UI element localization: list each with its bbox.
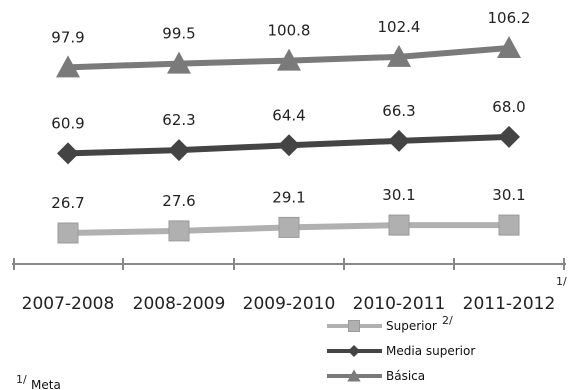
- data-point-superior: [278, 216, 300, 238]
- data-point-b-sica: [56, 55, 80, 78]
- data-point-media-superior: [498, 125, 520, 148]
- data-point-b-sica: [387, 44, 411, 67]
- data-point-media-superior: [388, 129, 410, 152]
- x-tick-label: 2009-2010: [243, 294, 336, 314]
- x-tick-label: 2007-2008: [22, 294, 115, 314]
- data-label: 97.9: [51, 28, 84, 46]
- data-label: 27.6: [162, 192, 195, 210]
- legend-label: Media superior: [386, 344, 475, 358]
- footnote: 1/Meta: [16, 373, 61, 390]
- data-label: 99.5: [162, 25, 195, 43]
- footnote-superscript: 1/: [16, 373, 27, 386]
- data-point-superior: [57, 222, 79, 244]
- category-superscript: 1/: [556, 275, 567, 288]
- footnote-text: Meta: [31, 378, 61, 390]
- data-point-superior: [168, 220, 190, 242]
- data-label: 106.2: [488, 9, 531, 27]
- data-point-b-sica: [497, 36, 521, 58]
- data-label: 64.4: [272, 106, 305, 124]
- legend-marker: [347, 344, 361, 358]
- data-label: 62.3: [162, 111, 195, 129]
- data-label: 30.1: [492, 186, 525, 204]
- data-label: 26.7: [51, 194, 84, 212]
- data-label: 100.8: [268, 22, 311, 40]
- data-point-b-sica: [277, 48, 301, 71]
- legend-label: Básica: [386, 369, 425, 383]
- data-point-media-superior: [278, 134, 300, 157]
- data-label: 60.9: [51, 114, 84, 132]
- data-point-media-superior: [57, 142, 79, 165]
- legend: Superior 2/Media superior Básica: [327, 314, 475, 383]
- data-point-superior: [388, 214, 410, 236]
- data-label: 68.0: [492, 98, 525, 116]
- data-label: 66.3: [382, 102, 415, 120]
- legend-marker: [348, 320, 360, 332]
- legend-superscript: 2/: [442, 314, 453, 327]
- x-tick-label: 2011-2012: [463, 294, 556, 314]
- data-point-b-sica: [167, 51, 191, 74]
- data-label: 102.4: [378, 18, 421, 36]
- legend-marker: [347, 369, 361, 382]
- data-label: 29.1: [272, 188, 305, 206]
- x-tick-label: 2008-2009: [133, 294, 226, 314]
- data-label: 30.1: [382, 186, 415, 204]
- data-point-superior: [498, 214, 520, 236]
- data-point-media-superior: [168, 139, 190, 162]
- legend-label: Superior: [386, 319, 437, 333]
- x-tick-label: 2010-2011: [353, 294, 446, 314]
